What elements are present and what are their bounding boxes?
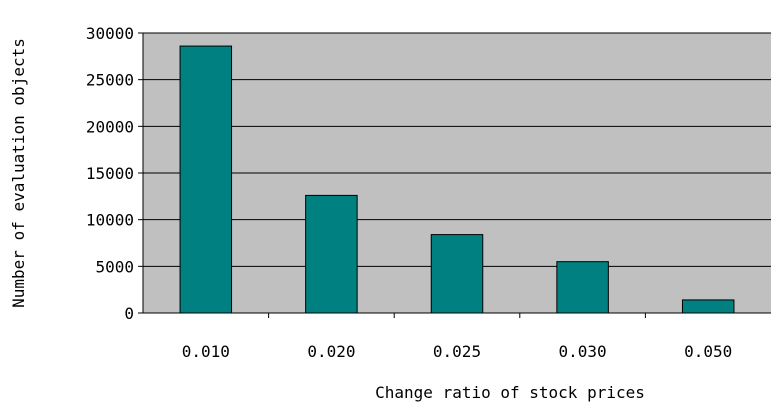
bar-0.030	[556, 261, 609, 314]
y-tick-label: 20000	[86, 117, 134, 136]
bar-0.010	[179, 45, 233, 314]
bar-0.050	[681, 299, 735, 314]
x-tick-label: 0.020	[307, 342, 355, 361]
bar-0.020	[305, 194, 358, 314]
y-tick-label: 25000	[86, 71, 134, 90]
x-tick-labels: 0.010 0.020 0.025 0.030 0.050	[182, 342, 733, 361]
y-axis-label: Number of evaluation objects	[9, 38, 28, 308]
y-tick-label: 30000	[86, 24, 134, 43]
x-tick-label: 0.050	[684, 342, 732, 361]
axes	[142, 33, 771, 314]
x-tick-label: 0.030	[559, 342, 607, 361]
y-tick-label: 10000	[86, 211, 134, 230]
x-axis-label: Change ratio of stock prices	[375, 383, 645, 402]
bar-0.025	[430, 234, 484, 314]
y-tick-label: 0	[124, 304, 134, 323]
x-tick-label: 0.025	[433, 342, 481, 361]
bars	[179, 45, 735, 318]
y-tick-label: 15000	[86, 164, 134, 183]
y-tick-labels: 0 5000 10000 15000 20000 25000 30000	[86, 24, 134, 323]
x-tick-label: 0.010	[182, 342, 230, 361]
y-tick-label: 5000	[95, 257, 134, 276]
